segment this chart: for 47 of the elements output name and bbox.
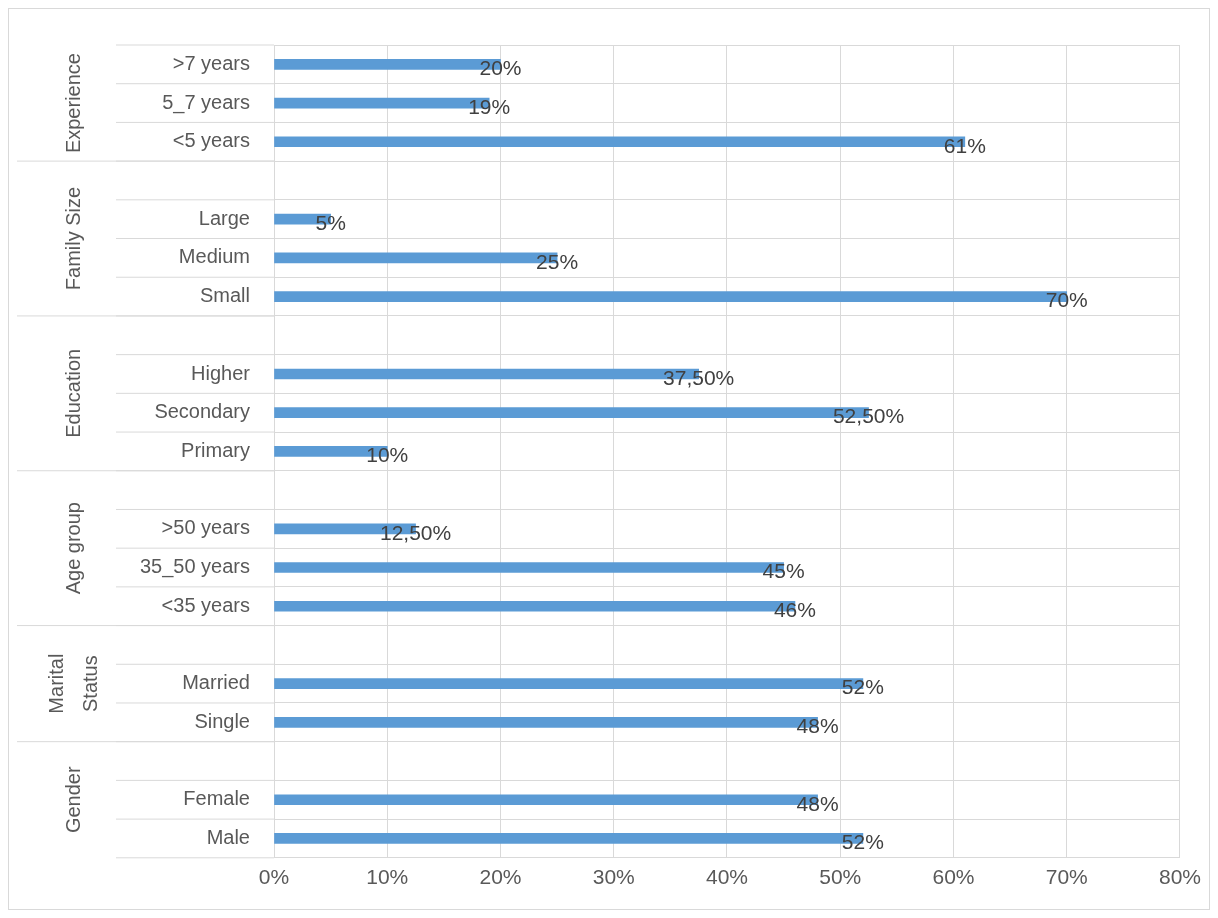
x-tick-label: 20% (479, 865, 522, 889)
text: Experience (61, 53, 84, 154)
y-tick-label: Primary (181, 438, 250, 461)
text: Family Size (61, 186, 84, 291)
y-tick-label: Higher (191, 361, 251, 384)
data-label: 12,50% (379, 520, 452, 544)
data-label: 45% (762, 559, 805, 583)
x-tick-label: 60% (932, 865, 975, 889)
data-label: 48% (796, 714, 839, 738)
y-tick-label: <5 years (172, 129, 250, 152)
x-tick-label: 50% (819, 865, 862, 889)
data-label: 20% (479, 56, 522, 80)
y-tick-label: Medium (178, 245, 250, 268)
data-label: 48% (796, 791, 839, 815)
y-tick-label: Small (199, 284, 250, 307)
text: Education (61, 348, 84, 438)
y-tick-label: >7 years (172, 51, 250, 74)
data-label: 5% (315, 210, 346, 234)
data-label: 52% (841, 830, 884, 854)
text: Gender (61, 766, 84, 834)
text: Age group (61, 502, 84, 595)
x-tick-label: 40% (705, 865, 749, 889)
y-tick-label: Large (198, 206, 250, 229)
y-tick-label: 5_7 years (162, 90, 250, 114)
x-tick-label: 80% (1158, 865, 1201, 889)
x-tick-label: 30% (592, 865, 635, 889)
y-tick-label: 35_50 years (139, 555, 250, 579)
y-tick-label: Secondary (154, 400, 250, 423)
data-label: 61% (943, 133, 986, 157)
y-tick-label: Single (194, 709, 250, 732)
data-label: 52% (841, 675, 884, 699)
x-tick-label: 10% (366, 865, 409, 889)
y-tick-label: Married (182, 671, 250, 694)
data-label: 19% (468, 94, 511, 118)
y-tick-label: <35 years (161, 593, 250, 616)
data-label: 25% (536, 249, 579, 273)
y-tick-label: Male (206, 825, 250, 848)
x-tick-label: 0% (258, 865, 290, 889)
data-label: 52,50% (832, 404, 905, 428)
y-tick-label: Female (183, 787, 250, 810)
data-label: 37,50% (663, 365, 735, 389)
x-tick-label: 70% (1045, 865, 1088, 889)
data-label: 46% (773, 598, 816, 622)
data-label: 10% (366, 443, 409, 467)
text: Marital Status (44, 653, 101, 714)
y-tick-label: >50 years (161, 516, 250, 539)
data-label: 70% (1045, 288, 1088, 312)
